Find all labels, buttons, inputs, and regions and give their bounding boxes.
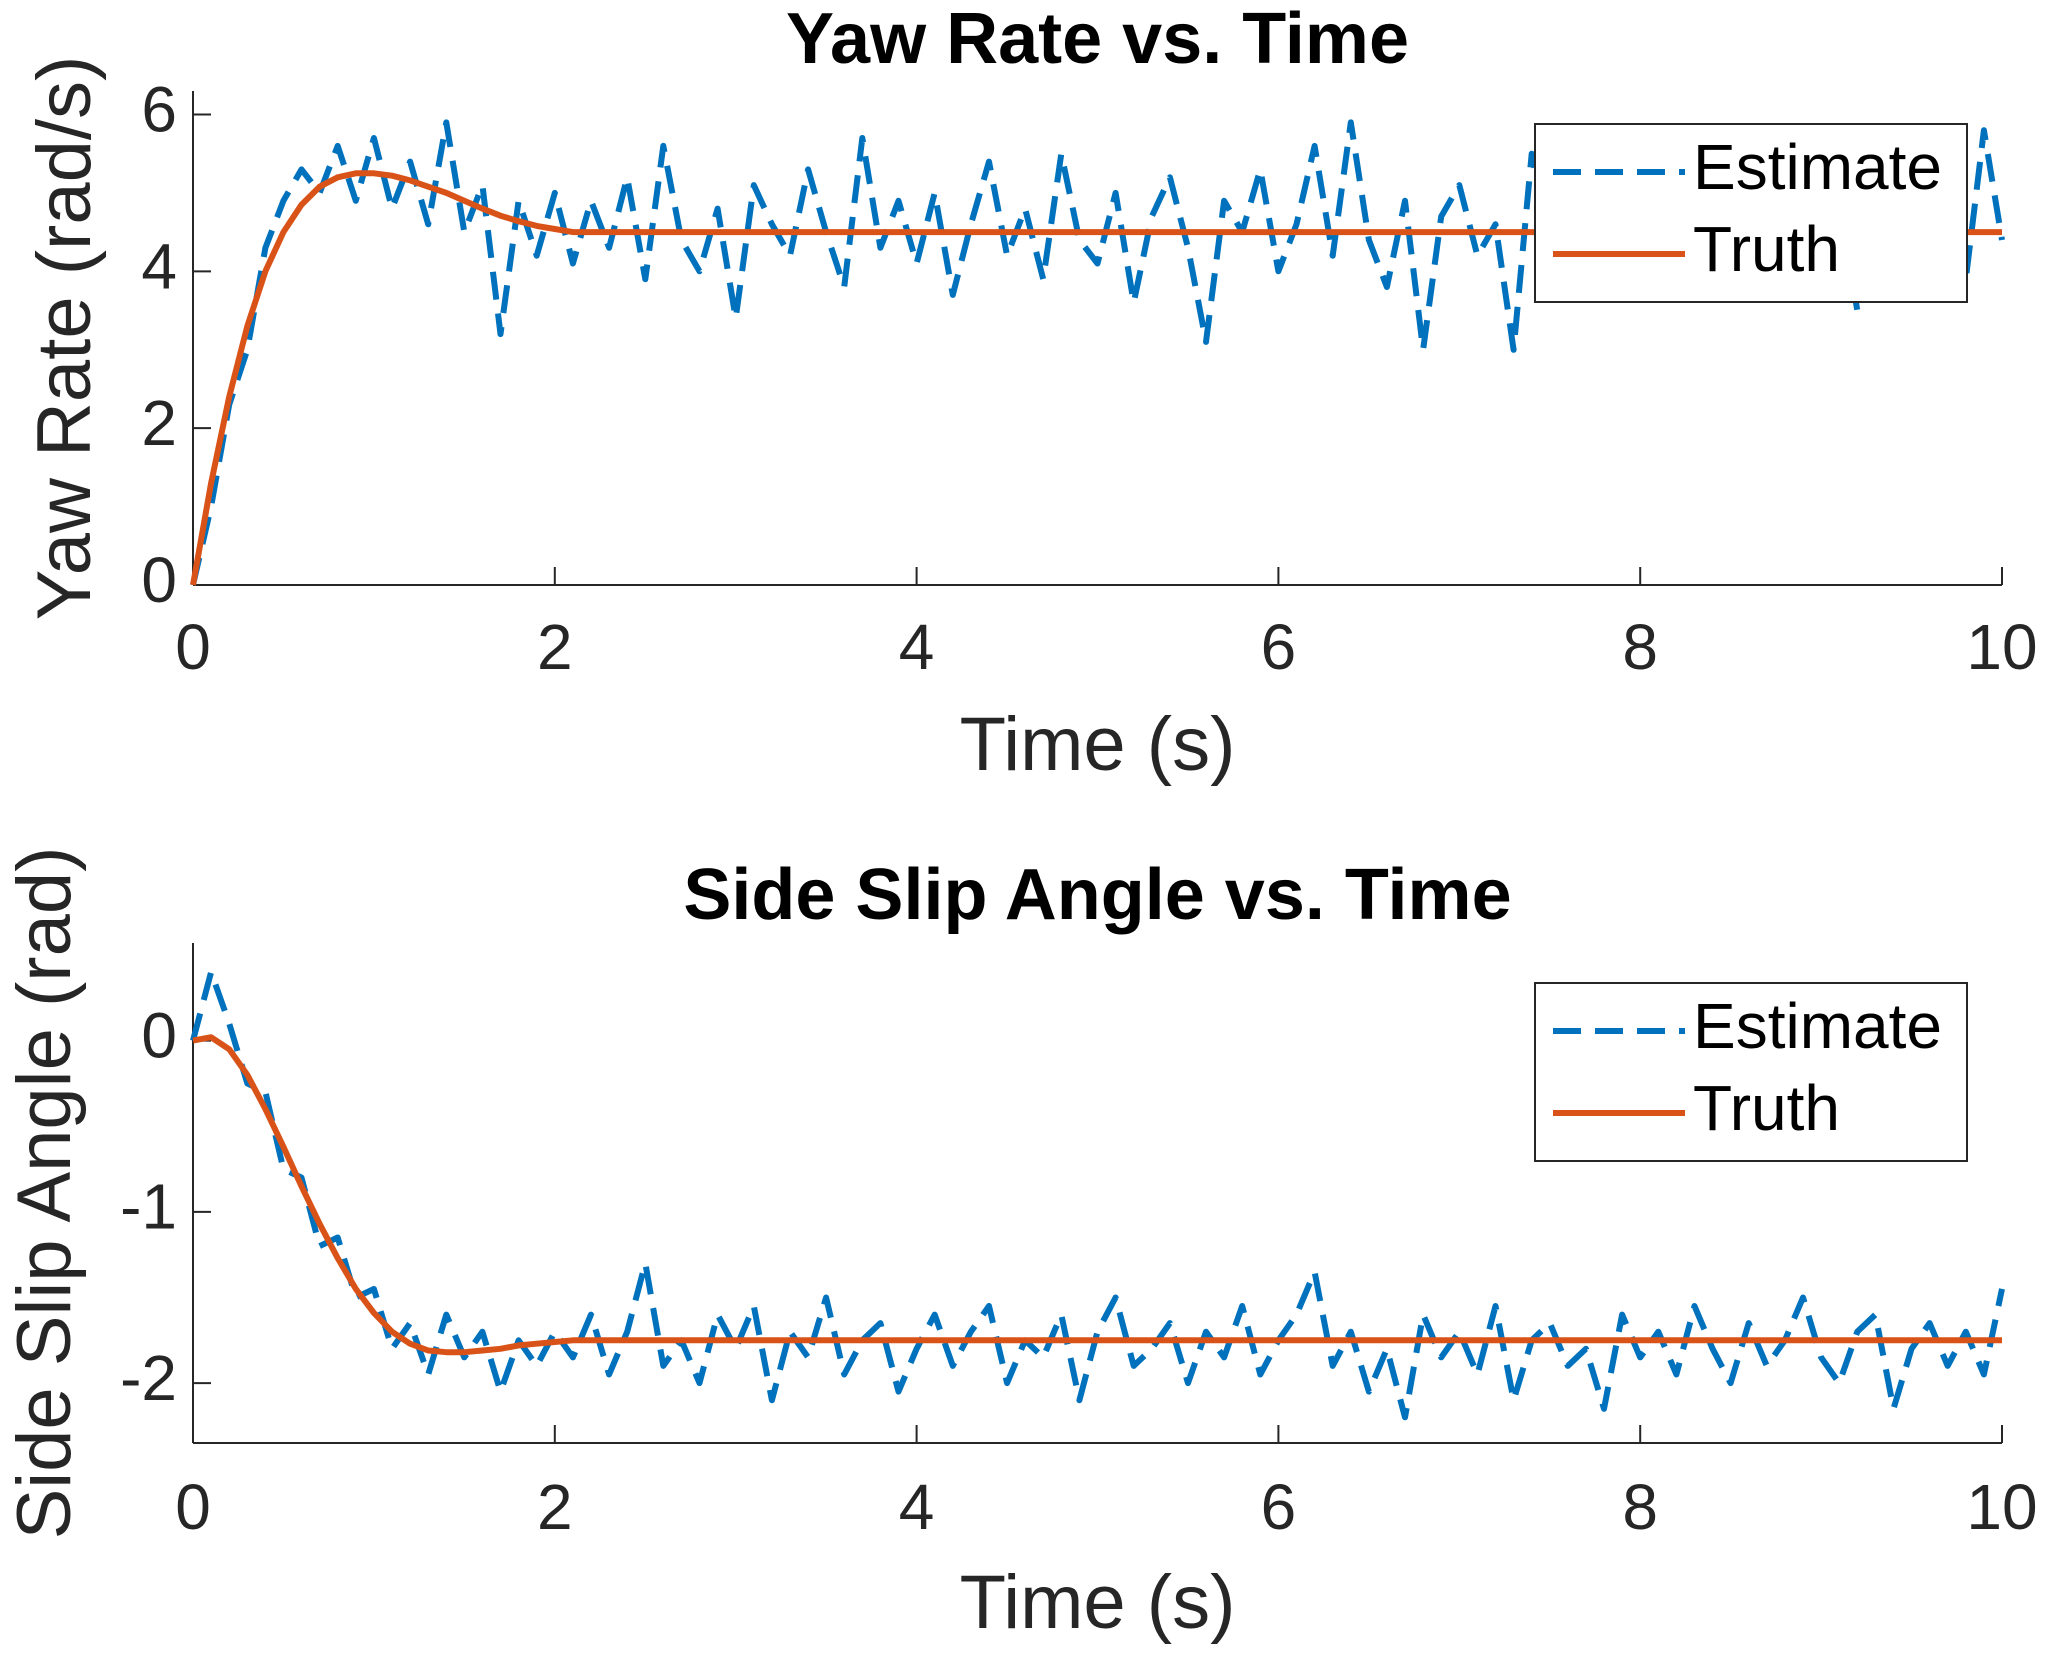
chart-title: Side Slip Angle vs. Time [683, 855, 1511, 935]
x-tick-label: 0 [175, 611, 211, 683]
x-tick-label: 2 [537, 611, 573, 683]
x-axis-label: Time (s) [960, 702, 1236, 787]
y-axis-label: Yaw Rate (rad/s) [22, 56, 107, 621]
y-tick-label: 0 [141, 544, 177, 616]
x-tick-label: 6 [1261, 611, 1297, 683]
x-tick-label: 4 [899, 1471, 935, 1543]
x-tick-label: 0 [175, 1471, 211, 1543]
y-tick-label: 6 [141, 73, 177, 145]
y-tick-label: -1 [120, 1171, 177, 1243]
x-tick-label: 10 [1966, 1471, 2037, 1543]
y-tick-label: 4 [141, 230, 177, 302]
legend-label: Truth [1693, 213, 1840, 285]
x-tick-label: 8 [1622, 1471, 1658, 1543]
y-tick-label: 0 [141, 1000, 177, 1072]
x-tick-label: 6 [1261, 1471, 1297, 1543]
legend-box [1534, 123, 1968, 303]
series-line [192, 1034, 2002, 1356]
x-tick-label: 10 [1966, 611, 2037, 683]
y-tick-label: 2 [141, 387, 177, 459]
legend-label: Estimate [1693, 131, 1942, 203]
y-axis-label: Side Slip Angle (rad) [2, 847, 87, 1540]
series-line [190, 969, 2005, 1421]
x-tick-label: 8 [1622, 611, 1658, 683]
legend-box [1534, 982, 1968, 1162]
x-axis-label: Time (s) [960, 1560, 1236, 1645]
legend-label: Truth [1693, 1072, 1840, 1144]
x-tick-label: 4 [899, 611, 935, 683]
y-tick-label: -2 [120, 1342, 177, 1414]
chart-title: Yaw Rate vs. Time [786, 0, 1409, 79]
legend-label: Estimate [1693, 990, 1942, 1062]
x-tick-label: 2 [537, 1471, 573, 1543]
